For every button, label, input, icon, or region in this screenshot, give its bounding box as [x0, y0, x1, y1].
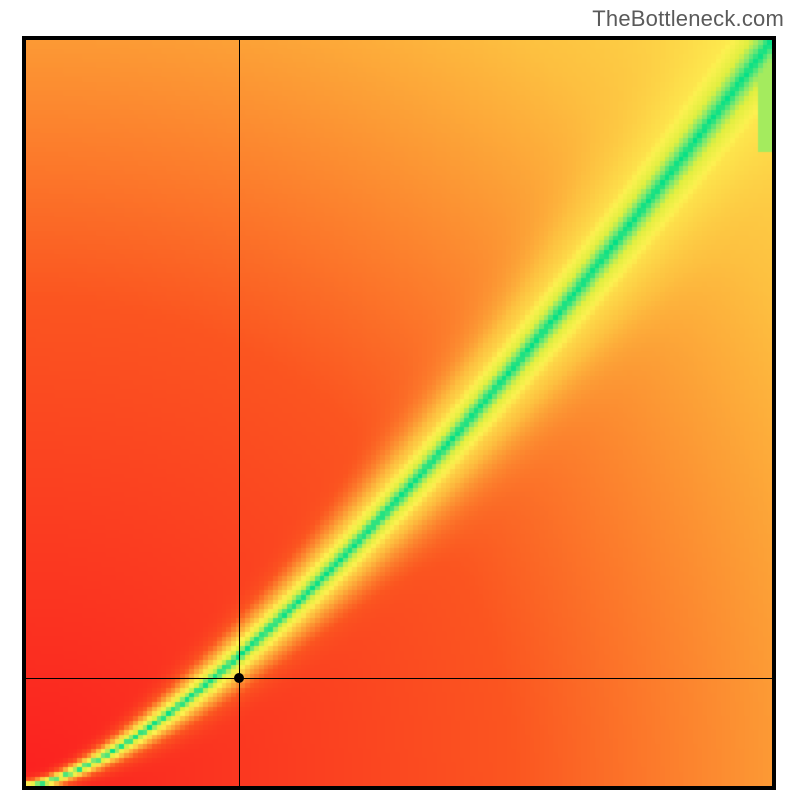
- marker-dot: [234, 673, 244, 683]
- crosshair-horizontal: [26, 678, 772, 679]
- watermark-text: TheBottleneck.com: [592, 6, 784, 32]
- heatmap-canvas: [26, 40, 772, 786]
- chart-container: TheBottleneck.com: [0, 0, 800, 800]
- heatmap-frame: [22, 36, 776, 790]
